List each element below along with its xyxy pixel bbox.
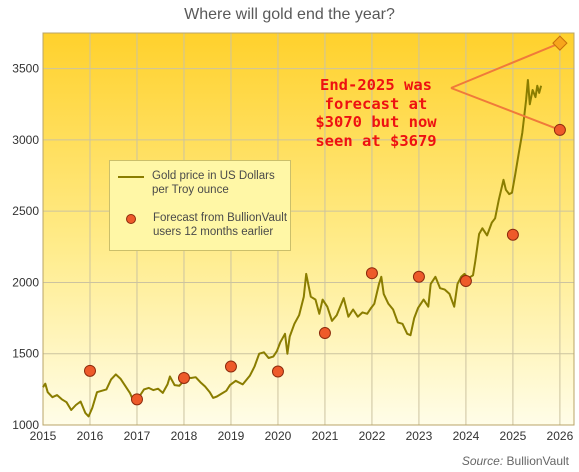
legend-item-price: Gold price in US Dollars per Troy ounce: [118, 169, 292, 197]
arrow-to-new-forecast: [450, 42, 561, 89]
y-tick-label-3000: 3000: [12, 133, 39, 147]
forecast-point-2026: [553, 123, 566, 136]
y-tick-label-3500: 3500: [12, 62, 39, 76]
y-tick-label-2500: 2500: [12, 204, 39, 218]
legend-label-forecast: Forecast from BullionVault users 12 mont…: [153, 212, 288, 238]
forecast-markers: [83, 35, 568, 406]
forecast-point-2020: [271, 365, 284, 378]
x-tick-label-2025: 2025: [500, 429, 527, 443]
plot-border: [42, 32, 575, 426]
y-tick-label-2000: 2000: [12, 275, 39, 289]
chart-title: Where will gold end the year?: [184, 6, 395, 23]
forecast-point-2024: [459, 275, 472, 288]
legend-label-price: Gold price in US Dollars per Troy ounce: [152, 170, 275, 196]
x-tick-label-2017: 2017: [124, 429, 151, 443]
forecast-point-2025: [506, 228, 519, 241]
gold-price-line: [42, 79, 543, 418]
forecast-point-2023: [412, 270, 425, 283]
x-tick-label-2020: 2020: [265, 429, 292, 443]
source-name: BullionVault: [506, 454, 569, 468]
forecast-point-2017: [130, 393, 143, 406]
x-tick-label-2021: 2021: [312, 429, 339, 443]
x-tick-label-2015: 2015: [30, 429, 57, 443]
legend: Gold price in US Dollars per Troy ounce …: [109, 160, 291, 251]
y-tick-label-1000: 1000: [12, 418, 39, 432]
forecast-point-2019: [224, 360, 237, 373]
tick-labels: 2015 2016 2017 2018 2019 2020 2021 2022 2023 2024…: [12, 62, 573, 443]
x-tick-label-2019: 2019: [218, 429, 245, 443]
annotation-text: End-2025 was forecast at $3070 but now s…: [315, 76, 437, 150]
x-tick-label-2024: 2024: [453, 429, 480, 443]
end-2025-forecast-diamond: [552, 35, 568, 51]
forecast-point-2018: [177, 371, 190, 384]
x-tick-label-2016: 2016: [77, 429, 104, 443]
legend-item-forecast: Forecast from BullionVault users 12 mont…: [118, 211, 293, 239]
source-credit: Source: BullionVault: [462, 454, 569, 468]
x-tick-label-2023: 2023: [406, 429, 433, 443]
x-tick-label-2018: 2018: [171, 429, 198, 443]
x-tick-label-2022: 2022: [359, 429, 386, 443]
forecast-point-2022: [365, 267, 378, 280]
legend-line-swatch: [118, 176, 144, 178]
x-tick-label-2026: 2026: [547, 429, 574, 443]
arrow-to-old-forecast: [450, 87, 561, 131]
legend-dot-swatch: [126, 214, 136, 224]
annotation-arrows: [450, 42, 561, 131]
forecast-point-2021: [318, 327, 331, 340]
source-prefix: Source:: [461, 454, 504, 468]
y-tick-label-1500: 1500: [12, 347, 39, 361]
forecast-point-2016: [83, 364, 96, 377]
